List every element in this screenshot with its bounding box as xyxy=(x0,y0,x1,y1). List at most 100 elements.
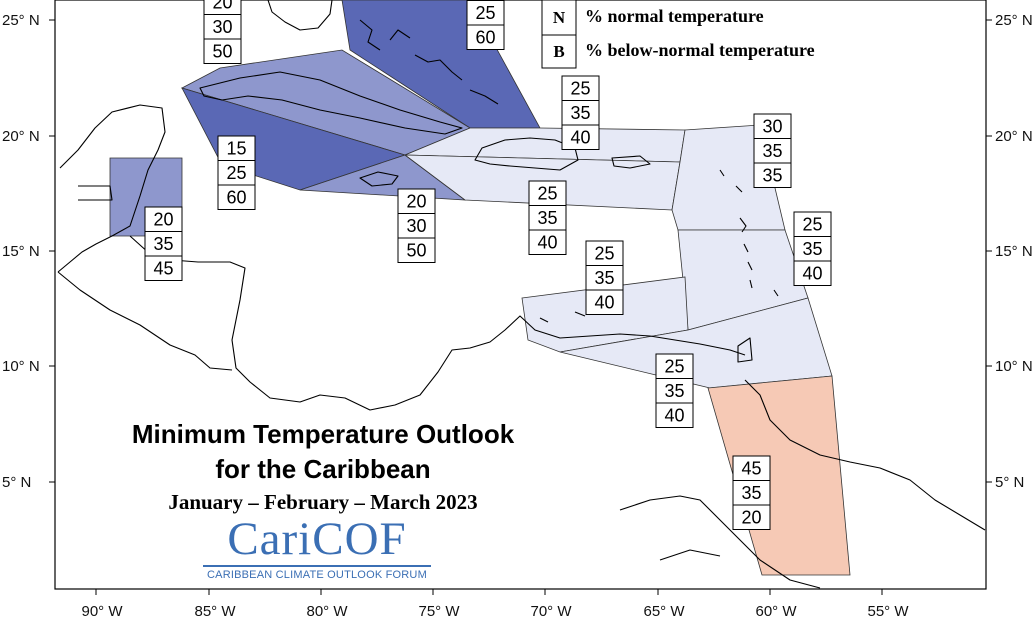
latitude-label-left: 15° N xyxy=(2,243,40,260)
probability-value: 20 xyxy=(153,210,173,230)
caricof-logo: CariCOF CARIBBEAN CLIMATE OUTLOOK FORUM xyxy=(201,513,433,581)
probability-value: 20 xyxy=(212,0,232,13)
probability-value: 50 xyxy=(406,241,426,261)
probability-cell xyxy=(217,160,256,186)
probability-cell xyxy=(144,231,183,257)
probability-cell xyxy=(466,24,505,50)
probability-value: 35 xyxy=(537,208,557,228)
logo-wordmark: CariCOF xyxy=(227,513,407,565)
latitude-ticks: 25° N 25° N 20° N 20° N 15° N 15° N 10° N 10° N… xyxy=(2,12,1033,491)
longitude-label: 85° W xyxy=(194,603,236,620)
probability-value: 15 xyxy=(226,139,246,159)
probability-cell xyxy=(561,124,600,150)
probability-cell xyxy=(732,504,771,530)
longitude-label: 60° W xyxy=(755,603,797,620)
longitude-ticks: 90° W 85° W 80° W 75° W 70° W 65° W 60° W 55° W xyxy=(81,589,909,620)
probability-value: 40 xyxy=(537,233,557,253)
probability-value: 35 xyxy=(762,141,782,161)
probability-value: 25 xyxy=(664,357,684,377)
probability-value: 60 xyxy=(475,28,495,48)
probability-cell xyxy=(793,211,832,237)
probability-value: 40 xyxy=(570,128,590,148)
probability-value: 40 xyxy=(594,293,614,313)
legend: N % normal temperature B % below-normal … xyxy=(541,0,815,69)
probability-cell xyxy=(585,240,624,266)
probability-cell xyxy=(203,14,242,40)
probability-cell xyxy=(732,480,771,506)
probability-value: 20 xyxy=(406,192,426,212)
legend-label-n: % normal temperature xyxy=(585,6,764,26)
probability-value: 35 xyxy=(594,268,614,288)
longitude-label: 90° W xyxy=(81,603,123,620)
latitude-label-left: 10° N xyxy=(2,358,40,375)
probability-value: 35 xyxy=(570,103,590,123)
legend-key-b: B xyxy=(553,42,564,61)
probability-value: 25 xyxy=(537,184,557,204)
probability-value: 35 xyxy=(664,381,684,401)
probability-cell xyxy=(561,100,600,126)
longitude-label: 55° W xyxy=(867,603,909,620)
longitude-label: 80° W xyxy=(306,603,348,620)
probability-cell xyxy=(528,229,567,255)
legend-key-box-b xyxy=(541,34,577,69)
latitude-label-left: 25° N xyxy=(2,12,40,29)
probability-value: 30 xyxy=(406,216,426,236)
map-title-line-2: for the Caribbean xyxy=(215,454,431,484)
probability-cell xyxy=(144,206,183,232)
probability-cell xyxy=(585,289,624,315)
probability-cell xyxy=(655,402,694,428)
legend-key-box-n xyxy=(541,0,577,36)
probability-value: 50 xyxy=(212,42,232,62)
longitude-label: 70° W xyxy=(530,603,572,620)
latitude-label-right: 25° N xyxy=(995,12,1033,29)
logo-underline xyxy=(203,565,431,567)
probability-cell xyxy=(753,162,792,188)
probability-value: 35 xyxy=(762,166,782,186)
legend-label-b: % below-normal temperature xyxy=(585,40,815,60)
probability-cell xyxy=(397,213,436,239)
probability-value: 25 xyxy=(802,215,822,235)
map-title-line-1: Minimum Temperature Outlook xyxy=(131,419,515,449)
probability-cell xyxy=(466,0,505,26)
probability-value: 25 xyxy=(594,244,614,264)
logo-tagline: CARIBBEAN CLIMATE OUTLOOK FORUM xyxy=(207,569,427,581)
probability-value: 40 xyxy=(664,406,684,426)
probability-value: 35 xyxy=(802,239,822,259)
coastlines xyxy=(57,0,986,589)
latitude-label-left: 5° N xyxy=(2,474,31,491)
probability-cell xyxy=(561,75,600,101)
probability-value: 30 xyxy=(212,17,232,37)
probability-boxes: 25 60 20 30 50 15 25 60 20 30 50 20 35 45 25 35 40 25 35 40… xyxy=(144,0,832,530)
probability-value: 25 xyxy=(226,163,246,183)
probability-value: 25 xyxy=(475,3,495,23)
probability-cell xyxy=(397,188,436,214)
probability-value: 35 xyxy=(741,483,761,503)
probability-cell xyxy=(528,180,567,206)
probability-value: 30 xyxy=(762,117,782,137)
probability-value: 20 xyxy=(741,508,761,528)
latitude-label-right: 10° N xyxy=(995,358,1033,375)
latitude-label-left: 20° N xyxy=(2,128,40,145)
latitude-label-right: 15° N xyxy=(995,243,1033,260)
probability-value: 60 xyxy=(226,188,246,208)
latitude-label-right: 20° N xyxy=(995,128,1033,145)
longitude-label: 65° W xyxy=(643,603,685,620)
probability-value: 45 xyxy=(741,459,761,479)
probability-cell xyxy=(217,184,256,210)
probability-value: 25 xyxy=(570,79,590,99)
probability-value: 40 xyxy=(802,264,822,284)
latitude-label-right: 5° N xyxy=(995,474,1024,491)
probability-cell xyxy=(144,255,183,281)
probability-value: 45 xyxy=(153,259,173,279)
probability-cell xyxy=(793,260,832,286)
probability-cell xyxy=(655,353,694,379)
probability-cell xyxy=(585,265,624,291)
probability-cell xyxy=(753,138,792,164)
legend-key-n: N xyxy=(553,8,566,27)
longitude-label: 75° W xyxy=(418,603,460,620)
probability-value: 35 xyxy=(153,234,173,254)
map-subtitle: January – February – March 2023 xyxy=(168,490,478,514)
probability-cell xyxy=(397,237,436,263)
probability-cell xyxy=(203,38,242,64)
